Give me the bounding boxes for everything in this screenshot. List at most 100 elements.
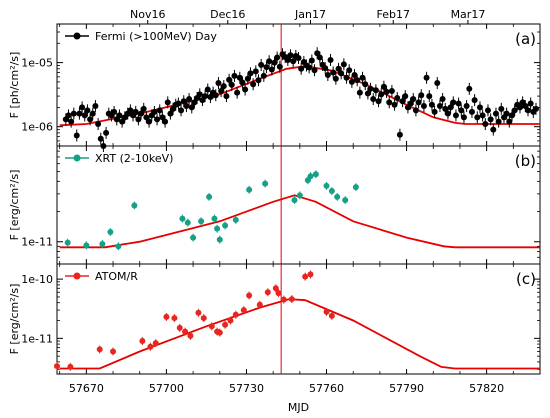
x-tick-label: 57730: [229, 382, 264, 395]
data-point: [264, 289, 271, 296]
data-point: [431, 108, 438, 115]
data-point: [307, 173, 314, 180]
month-tick-label: Feb17: [376, 8, 409, 21]
data-point: [188, 104, 195, 111]
data-point: [284, 56, 291, 63]
data-point: [375, 98, 382, 105]
data-point: [96, 346, 103, 353]
data-point: [418, 92, 425, 99]
data-point: [119, 118, 126, 125]
data-point: [298, 65, 305, 72]
data-point: [508, 112, 515, 119]
y-tick-label: 1e-05: [21, 57, 53, 70]
data-point: [152, 340, 159, 347]
data-point: [516, 104, 523, 111]
data-point: [191, 99, 198, 106]
model-curve: [59, 298, 540, 370]
data-point: [176, 324, 183, 331]
data-point: [220, 83, 227, 90]
data-point: [342, 197, 349, 204]
legend: Fermi (>100MeV) Day: [65, 30, 217, 43]
data-point: [506, 118, 513, 125]
data-point: [396, 131, 403, 138]
data-point: [171, 315, 178, 322]
data-point: [262, 180, 269, 187]
data-point: [218, 88, 225, 95]
data-point: [163, 313, 170, 320]
data-point: [84, 107, 91, 114]
legend: XRT (2-10keV): [65, 152, 173, 165]
data-point: [287, 52, 294, 59]
legend: ATOM/R: [65, 270, 138, 283]
y-axis-label: F [ph/cm²/s]: [8, 52, 21, 119]
data-points: [64, 170, 359, 251]
data-point: [335, 65, 342, 72]
data-point: [95, 121, 102, 128]
y-axis-label: F [erg/cm²/s]: [8, 284, 21, 355]
data-point: [328, 312, 335, 319]
y-tick-label: 1e-11: [21, 236, 53, 249]
y-tick-label: 1e-06: [21, 121, 53, 134]
panel-label: (a): [515, 30, 536, 48]
data-point: [312, 171, 319, 178]
data-point: [242, 86, 249, 93]
data-point: [442, 105, 449, 112]
data-point: [131, 202, 138, 209]
data-point: [356, 89, 363, 96]
data-point: [391, 101, 398, 108]
legend-marker: [73, 272, 81, 280]
panel-frame: [56, 263, 541, 375]
panel-c: 1e-11 1e-10F [erg/cm²/s] (c) ATOM/R: [8, 263, 541, 375]
data-point: [444, 110, 451, 117]
data-point: [428, 101, 435, 108]
data-point: [175, 100, 182, 107]
data-point: [484, 107, 491, 114]
data-point: [492, 110, 499, 117]
data-point: [204, 86, 211, 93]
data-point: [402, 93, 409, 100]
data-point: [415, 99, 422, 106]
data-point: [232, 311, 239, 318]
data-point: [212, 92, 219, 99]
data-point: [167, 110, 174, 117]
data-point: [394, 95, 401, 102]
data-point: [178, 107, 185, 114]
data-point: [215, 80, 222, 87]
data-point: [263, 64, 270, 71]
data-point: [482, 121, 489, 128]
data-point: [522, 103, 529, 110]
data-point: [524, 107, 531, 114]
data-point: [316, 54, 323, 61]
data-point: [327, 56, 334, 63]
data-point: [70, 110, 77, 117]
data-point: [364, 90, 371, 97]
data-point: [323, 308, 330, 315]
data-point: [164, 99, 171, 106]
data-point: [107, 229, 114, 236]
data-point: [228, 81, 235, 88]
data-point: [146, 118, 153, 125]
data-point: [370, 96, 377, 103]
data-point: [200, 315, 207, 322]
data-point: [306, 64, 313, 71]
data-point: [434, 80, 441, 87]
data-point: [154, 116, 161, 123]
data-point: [511, 107, 518, 114]
data-point: [290, 58, 297, 65]
data-point: [466, 85, 473, 92]
y-tick-label: 1e-10: [21, 273, 53, 286]
data-point: [527, 100, 534, 107]
data-point: [420, 103, 427, 110]
data-point: [111, 108, 118, 115]
data-point: [89, 110, 96, 117]
data-point: [190, 234, 197, 241]
data-point: [81, 112, 88, 119]
data-point: [83, 242, 90, 249]
data-point: [450, 99, 457, 106]
data-point: [372, 87, 379, 94]
data-point: [67, 363, 74, 370]
data-point: [255, 77, 262, 84]
model-curve: [59, 194, 540, 249]
data-point: [490, 126, 497, 133]
data-point: [156, 107, 163, 114]
